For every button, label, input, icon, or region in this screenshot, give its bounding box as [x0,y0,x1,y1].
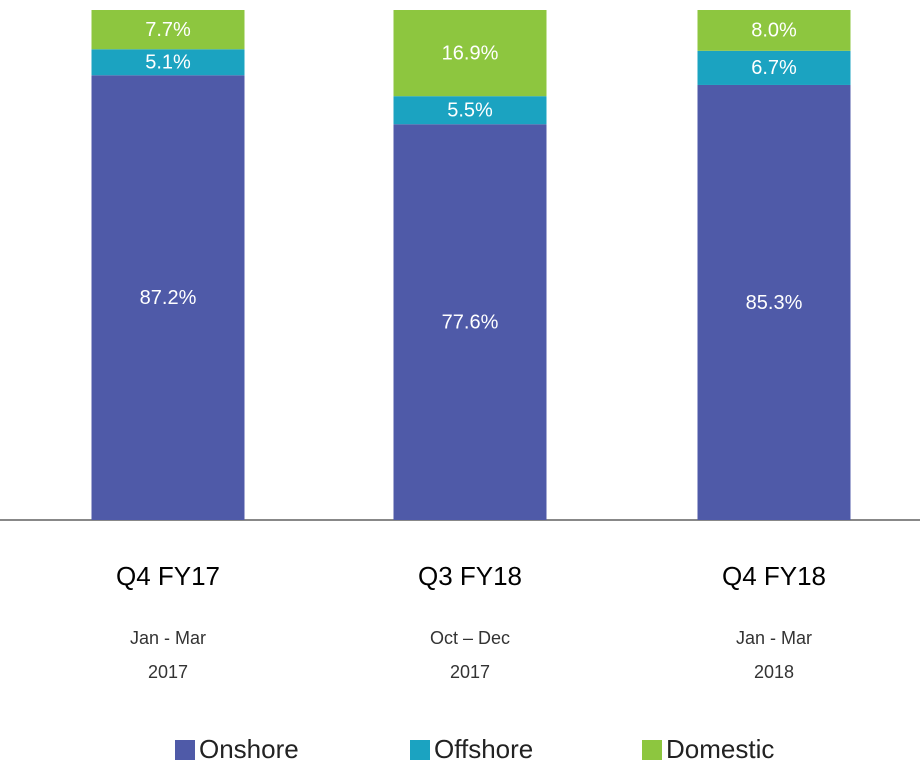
legend-label: Domestic [666,734,774,764]
category-sublabel: Jan - Mar [736,628,812,648]
data-label: 5.1% [145,52,191,74]
bar-segment [91,10,245,50]
legend-swatch [642,740,662,760]
category-label: Q3 FY18 [418,561,522,591]
legend-label: Onshore [199,734,299,764]
legend-label: Offshore [434,734,533,764]
category-sublabel: Oct – Dec [430,628,510,648]
data-label: 87.2% [140,287,197,309]
category-sublabel: 2017 [450,662,490,682]
bar-segment [393,96,547,125]
bar-segment [697,50,851,85]
data-label: 77.6% [442,311,499,333]
category-sublabel: 2017 [148,662,188,682]
category-sublabel: 2018 [754,662,794,682]
bar-segment [697,84,851,520]
data-label: 8.0% [751,20,797,42]
category-sublabel: Jan - Mar [130,628,206,648]
bar-segment [393,10,547,97]
data-label: 7.7% [145,19,191,41]
data-label: 5.5% [447,99,493,121]
bar-segment [697,10,851,51]
data-label: 85.3% [746,292,803,314]
category-label: Q4 FY17 [116,561,220,591]
legend-swatch [175,740,195,760]
data-label: 16.9% [442,42,499,64]
legend-swatch [410,740,430,760]
bar-segment [91,49,245,76]
data-label: 6.7% [751,57,797,79]
bar-segment [393,124,547,521]
category-label: Q4 FY18 [722,561,826,591]
bar-segment [91,75,245,520]
